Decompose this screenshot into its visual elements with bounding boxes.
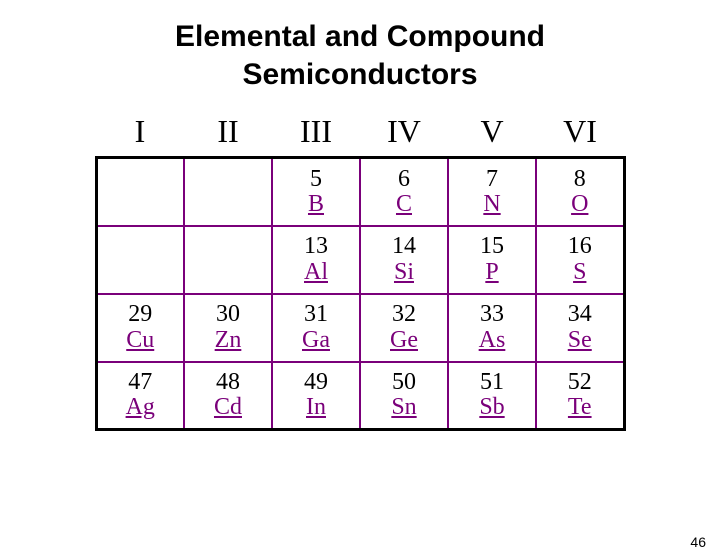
atomic-number: 34 — [539, 302, 621, 327]
element-symbol: Sb — [451, 395, 533, 420]
atomic-number: 7 — [451, 167, 533, 192]
element-cell — [184, 158, 272, 226]
title-line-1: Elemental and Compound — [175, 20, 545, 53]
element-cell: 31Ga — [272, 294, 360, 362]
page-number: 46 — [690, 534, 706, 550]
element-cell: 49In — [272, 362, 360, 430]
element-symbol: C — [363, 192, 445, 217]
element-symbol: Ag — [100, 395, 182, 420]
atomic-number: 13 — [275, 234, 357, 259]
element-symbol: Se — [539, 328, 621, 353]
atomic-number: 49 — [275, 370, 357, 395]
element-cell: 13Al — [272, 226, 360, 294]
periodic-table: I II III IV V VI 5B6C7N8O13Al14Si15P16S2… — [95, 111, 626, 431]
col-header: V — [448, 111, 536, 158]
table-row: 29Cu30Zn31Ga32Ge33As34Se — [96, 294, 624, 362]
element-cell — [96, 226, 184, 294]
element-symbol: Sn — [363, 395, 445, 420]
element-symbol: N — [451, 192, 533, 217]
atomic-number: 5 — [275, 167, 357, 192]
col-header: I — [96, 111, 184, 158]
atomic-number: 6 — [363, 167, 445, 192]
element-cell: 15P — [448, 226, 536, 294]
table-row: 47Ag48Cd49In50Sn51Sb52Te — [96, 362, 624, 430]
element-cell: 34Se — [536, 294, 624, 362]
atomic-number: 15 — [451, 234, 533, 259]
element-cell: 7N — [448, 158, 536, 226]
element-cell: 8O — [536, 158, 624, 226]
element-cell: 48Cd — [184, 362, 272, 430]
element-cell: 50Sn — [360, 362, 448, 430]
atomic-number: 29 — [100, 302, 182, 327]
element-cell: 14Si — [360, 226, 448, 294]
table-row: 13Al14Si15P16S — [96, 226, 624, 294]
col-header: VI — [536, 111, 624, 158]
col-header: III — [272, 111, 360, 158]
atomic-number: 33 — [451, 302, 533, 327]
atomic-number: 8 — [539, 167, 621, 192]
element-cell — [96, 158, 184, 226]
element-cell: 5B — [272, 158, 360, 226]
atomic-number: 16 — [539, 234, 621, 259]
table-header-row: I II III IV V VI — [96, 111, 624, 158]
atomic-number: 50 — [363, 370, 445, 395]
atomic-number: 32 — [363, 302, 445, 327]
atomic-number: 48 — [187, 370, 269, 395]
element-symbol: Cd — [187, 395, 269, 420]
col-header: II — [184, 111, 272, 158]
table-container: I II III IV V VI 5B6C7N8O13Al14Si15P16S2… — [0, 111, 720, 431]
slide: { "title": { "line1": "Elemental and Com… — [0, 18, 720, 558]
title-line-2: Semiconductors — [242, 58, 477, 91]
element-symbol: Te — [539, 395, 621, 420]
slide-title: Elemental and Compound Semiconductors — [0, 18, 720, 93]
element-symbol: O — [539, 192, 621, 217]
col-header: IV — [360, 111, 448, 158]
element-symbol: Al — [275, 260, 357, 285]
atomic-number: 31 — [275, 302, 357, 327]
element-symbol: Si — [363, 260, 445, 285]
table-row: 5B6C7N8O — [96, 158, 624, 226]
atomic-number: 14 — [363, 234, 445, 259]
element-cell: 29Cu — [96, 294, 184, 362]
element-cell: 30Zn — [184, 294, 272, 362]
element-symbol: Zn — [187, 328, 269, 353]
element-symbol: Ge — [363, 328, 445, 353]
table-body: 5B6C7N8O13Al14Si15P16S29Cu30Zn31Ga32Ge33… — [96, 158, 624, 430]
element-symbol: S — [539, 260, 621, 285]
atomic-number: 47 — [100, 370, 182, 395]
element-symbol: Ga — [275, 328, 357, 353]
element-cell: 32Ge — [360, 294, 448, 362]
element-cell: 33As — [448, 294, 536, 362]
element-cell: 47Ag — [96, 362, 184, 430]
element-symbol: P — [451, 260, 533, 285]
element-cell: 16S — [536, 226, 624, 294]
element-cell: 6C — [360, 158, 448, 226]
element-symbol: As — [451, 328, 533, 353]
atomic-number: 30 — [187, 302, 269, 327]
element-cell — [184, 226, 272, 294]
atomic-number: 52 — [539, 370, 621, 395]
atomic-number: 51 — [451, 370, 533, 395]
element-symbol: Cu — [100, 328, 182, 353]
element-cell: 52Te — [536, 362, 624, 430]
element-symbol: In — [275, 395, 357, 420]
element-symbol: B — [275, 192, 357, 217]
element-cell: 51Sb — [448, 362, 536, 430]
